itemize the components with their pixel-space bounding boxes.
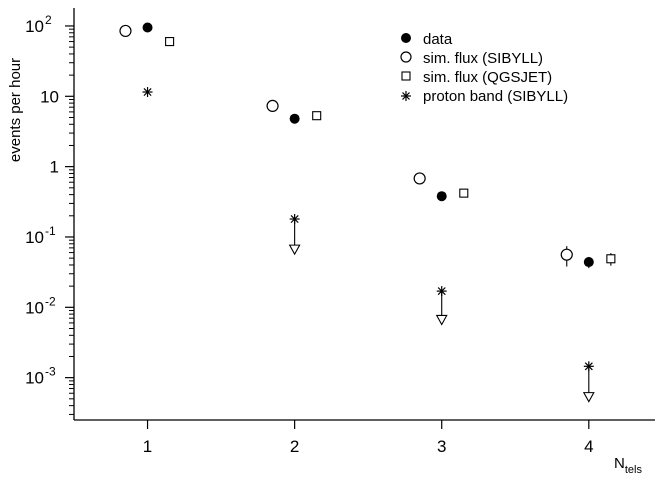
legend-label-proton-band-sibyll: proton band (SIBYLL) xyxy=(423,88,568,105)
lower-limit-arrow xyxy=(288,244,301,256)
series-0 xyxy=(142,22,594,269)
data-point-open-circle xyxy=(560,248,573,261)
y-tick-label: 10 xyxy=(25,369,44,388)
legend-marker-asterisk xyxy=(401,91,411,101)
x-tick-label-2: 2 xyxy=(290,437,299,456)
y-tick-label-exponent: -3 xyxy=(45,365,56,379)
data-point-open-square xyxy=(165,37,175,47)
x-tick-label-1: 1 xyxy=(143,437,152,456)
legend-entry-data: data xyxy=(401,31,453,48)
lower-limit-arrow xyxy=(435,314,448,326)
data-point-filled-circle xyxy=(436,191,447,202)
legend-entry-sim-flux-qgsjet: sim. flux (QGSJET) xyxy=(401,69,552,86)
data-point-open-square xyxy=(312,111,322,121)
legend-marker-filled-circle xyxy=(401,33,411,43)
y-tick-label: 10 xyxy=(25,17,44,36)
y-tick-label-exponent: 2 xyxy=(45,13,52,27)
data-point-filled-circle xyxy=(142,22,153,33)
x-axis-ticks: 1 2 3 4 xyxy=(143,420,594,456)
data-point-asterisk xyxy=(142,87,153,98)
data-point-asterisk xyxy=(583,361,594,372)
data-point-open-square xyxy=(459,188,469,198)
data-point-open-square xyxy=(606,254,616,264)
legend-marker-open-circle xyxy=(400,51,412,63)
series-2 xyxy=(165,37,616,266)
legend-entry-sim-flux-sibyll: sim. flux (SIBYLL) xyxy=(400,50,543,67)
x-axis-title-main: N xyxy=(614,455,625,472)
series-1 xyxy=(119,24,573,267)
data-series xyxy=(119,22,616,403)
series-3 xyxy=(142,87,595,403)
y-axis-title: events per hour xyxy=(7,58,24,162)
x-tick-label-3: 3 xyxy=(437,437,446,456)
x-axis-title: Ntels xyxy=(614,455,642,476)
x-axis-title-subscript: tels xyxy=(625,464,643,476)
legend-label-sim-flux-sibyll: sim. flux (SIBYLL) xyxy=(423,50,543,67)
data-point-open-circle xyxy=(266,99,279,113)
data-point-filled-circle xyxy=(289,113,300,124)
plot-frame xyxy=(73,8,655,421)
legend-label-data: data xyxy=(423,31,453,48)
legend-entry-proton-band-sibyll: proton band (SIBYLL) xyxy=(401,88,568,105)
data-point-asterisk xyxy=(436,286,447,297)
legend-label-sim-flux-qgsjet: sim. flux (QGSJET) xyxy=(423,69,552,86)
legend: data sim. flux (SIBYLL) sim. flux (QGSJE… xyxy=(400,31,568,105)
legend-marker-open-square xyxy=(401,71,411,81)
y-tick-label: 10 xyxy=(40,87,59,106)
y-tick-label-exponent: -2 xyxy=(45,294,56,308)
lower-limit-arrow xyxy=(582,392,595,403)
x-tick-label-4: 4 xyxy=(584,437,593,456)
data-point-asterisk xyxy=(289,214,300,225)
y-tick-label-exponent: -1 xyxy=(45,224,56,238)
data-point-open-circle xyxy=(119,24,132,38)
y-tick-label: 10 xyxy=(25,298,44,317)
data-point-filled-circle xyxy=(583,257,594,268)
data-point-open-circle xyxy=(413,172,426,185)
y-tick-label: 10 xyxy=(25,228,44,247)
y-tick-label: 1 xyxy=(50,158,59,177)
